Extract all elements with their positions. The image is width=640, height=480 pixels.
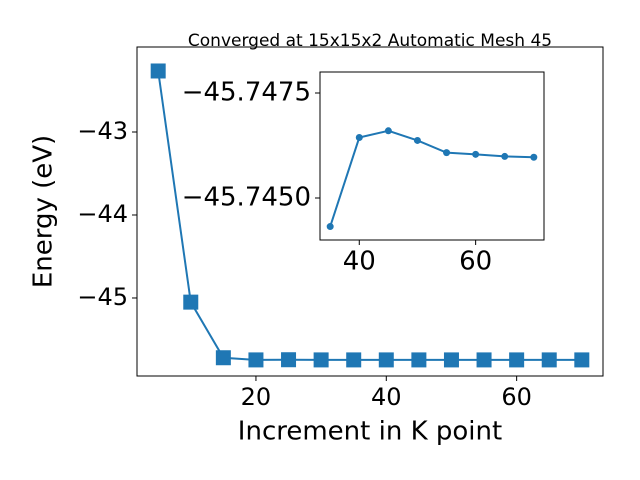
marker [281,352,297,368]
marker [384,127,392,135]
marker [215,350,231,366]
line [329,129,534,227]
marker [530,153,538,161]
marker [501,152,509,160]
x-tick-label: 40 [343,247,376,277]
marker [326,223,334,231]
y-tick-label: −45.7475 [182,78,311,108]
marker [541,352,557,368]
marker [472,150,480,158]
x-tick-label: 40 [371,383,402,411]
marker [443,352,459,368]
marker [443,149,451,157]
x-tick-label: 60 [501,383,532,411]
y-tick-label: −43 [77,117,128,145]
marker [509,352,525,368]
y-tick-label: −45 [77,283,128,311]
marker [248,352,264,368]
y-tick-label: −45.7450 [182,183,311,213]
y-tick-label: −44 [77,200,128,228]
marker [413,136,421,144]
marker [476,352,492,368]
marker [346,352,362,368]
x-tick-label: 60 [459,247,492,277]
marker [574,352,590,368]
chart-title: Converged at 15x15x2 Automatic Mesh 45 [188,31,552,51]
marker [313,352,329,368]
marker [378,352,394,368]
x-axis-label: Increment in K point [238,417,502,447]
marker [183,294,199,310]
y-axis-label: Energy (eV) [29,135,59,288]
marker [150,63,166,79]
marker [411,352,427,368]
marker [355,134,363,142]
x-tick-label: 20 [241,383,272,411]
